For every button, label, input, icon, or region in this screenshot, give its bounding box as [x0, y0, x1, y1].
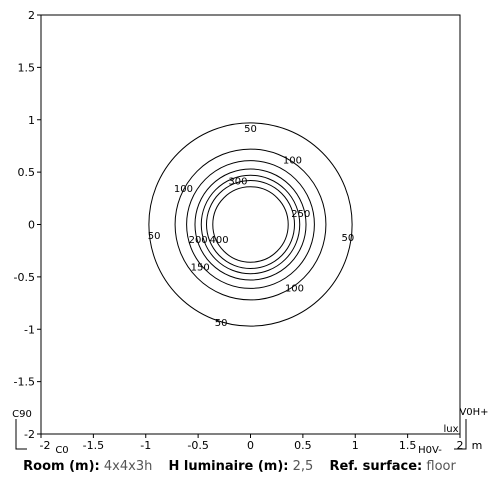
c90-label: C90 — [12, 409, 32, 420]
x-tick-label: -2 — [40, 439, 51, 452]
h0v-label: H0V- — [418, 445, 442, 456]
y-tick-label: -2 — [24, 428, 35, 441]
h-luminaire-label: H luminaire (m): — [168, 459, 289, 474]
isoline-200 — [194, 168, 307, 281]
isoline-100 — [174, 148, 327, 301]
x-tick-label: -1.5 — [83, 439, 104, 452]
contour-label: 100 — [285, 283, 304, 294]
x-tick-label: 2 — [457, 439, 464, 452]
isoline-400 — [212, 186, 289, 263]
plot-frame — [40, 14, 461, 435]
c-axis-marker — [15, 419, 27, 450]
x-tick-label: 1 — [352, 439, 359, 452]
h-luminaire-value: 2,5 — [292, 459, 314, 474]
x-tick-label: -0.5 — [187, 439, 208, 452]
x-tick-label: 1.5 — [399, 439, 417, 452]
isoline-250 — [200, 174, 301, 275]
v-axis-marker — [454, 419, 467, 450]
x-tick-label: -1 — [140, 439, 151, 452]
y-tick-label: -1 — [24, 323, 35, 336]
contour-label: 50 — [244, 124, 257, 135]
room-value: 4x4x3h — [103, 459, 153, 474]
isoline-300 — [206, 180, 295, 269]
ref-surface-value: floor — [426, 459, 456, 474]
contour-label: 400 — [210, 235, 229, 246]
y-tick-label: 0 — [28, 219, 35, 232]
room-label: Room (m): — [23, 459, 100, 474]
isoline-50 — [148, 122, 353, 327]
x-tick-label: 0 — [247, 439, 254, 452]
x-tick-label: 0.5 — [294, 439, 312, 452]
y-tick-label: -1.5 — [14, 376, 35, 389]
x-unit-label: m — [472, 439, 483, 452]
contour-label: 250 — [291, 209, 310, 220]
contour-label: 50 — [342, 233, 355, 244]
info-bar: Room (m): 4x4x3h H luminaire (m): 2,5 Re… — [0, 459, 491, 474]
y-tick-label: 2 — [28, 9, 35, 22]
y-tick-label: 0.5 — [18, 166, 36, 179]
contour-label: 200 — [189, 235, 208, 246]
y-tick-label: -0.5 — [14, 271, 35, 284]
y-tick-label: 1.5 — [18, 61, 36, 74]
y-tick-label: 1 — [28, 114, 35, 127]
ref-surface-label: Ref. surface: — [329, 459, 423, 474]
contour-label: 50 — [148, 231, 161, 242]
contour-label: 50 — [215, 318, 228, 329]
contour-label: 100 — [174, 184, 193, 195]
contour-label: 300 — [228, 177, 247, 188]
lux-unit-label: lux — [443, 424, 458, 435]
contour-label: 100 — [283, 156, 302, 167]
isoline-150 — [186, 160, 315, 289]
c0-label: C0 — [55, 445, 68, 456]
v0h-label: V0H+ — [459, 407, 488, 418]
contour-label: 150 — [191, 262, 210, 273]
